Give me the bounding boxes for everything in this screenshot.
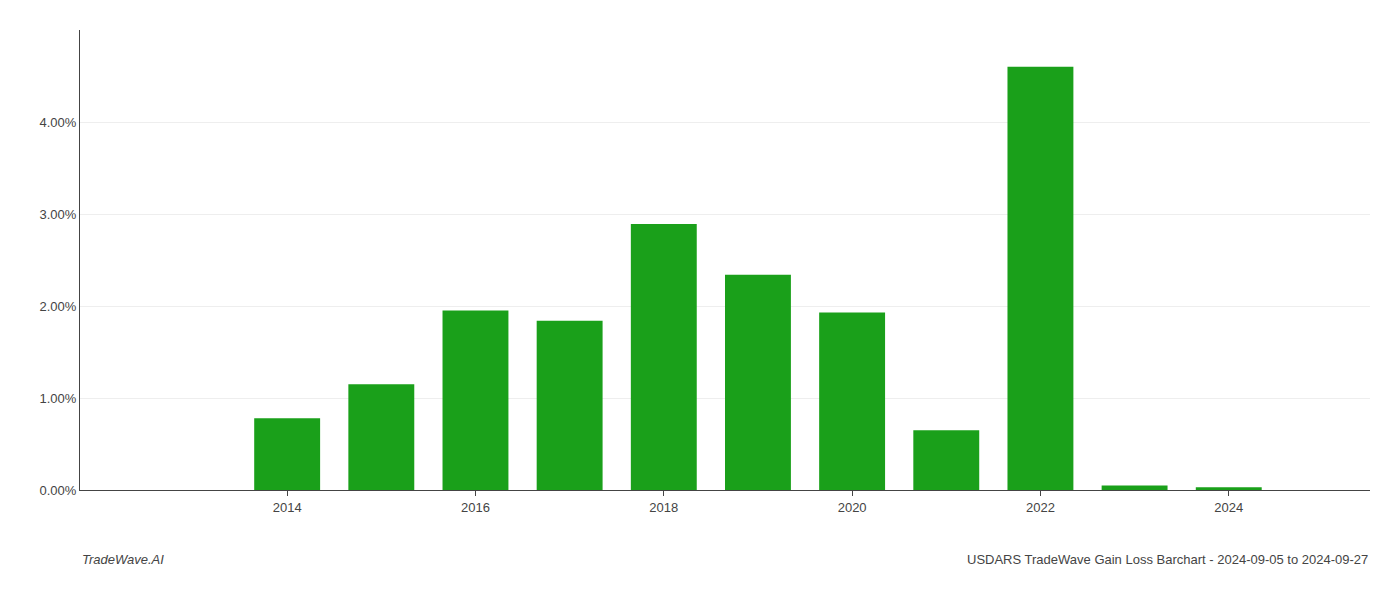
svg-text:1.00%: 1.00% — [40, 391, 77, 406]
svg-text:TradeWave.AI: TradeWave.AI — [82, 552, 164, 567]
svg-text:2022: 2022 — [1026, 500, 1055, 515]
svg-text:2020: 2020 — [838, 500, 867, 515]
svg-text:2014: 2014 — [273, 500, 302, 515]
svg-text:2016: 2016 — [461, 500, 490, 515]
svg-text:2024: 2024 — [1214, 500, 1243, 515]
svg-text:USDARS TradeWave Gain Loss Bar: USDARS TradeWave Gain Loss Barchart - 20… — [967, 552, 1368, 567]
svg-text:0.00%: 0.00% — [40, 483, 77, 498]
svg-text:3.00%: 3.00% — [40, 207, 77, 222]
svg-text:4.00%: 4.00% — [40, 115, 77, 130]
svg-text:2018: 2018 — [649, 500, 678, 515]
svg-text:2.00%: 2.00% — [40, 299, 77, 314]
